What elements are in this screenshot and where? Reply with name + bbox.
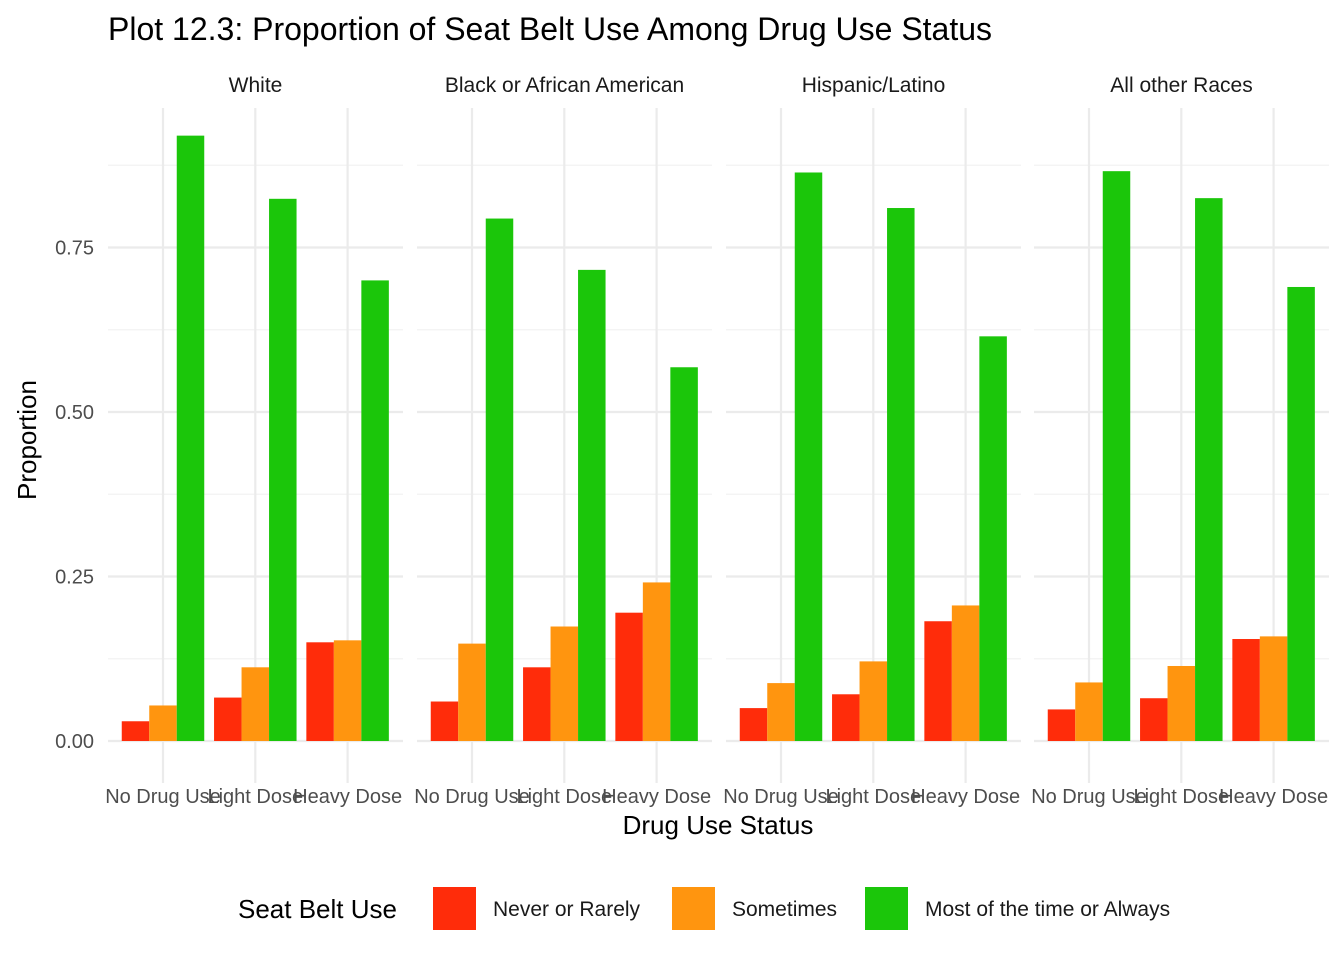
x-axis-title: Drug Use Status bbox=[623, 810, 814, 840]
legend-label: Most of the time or Always bbox=[925, 898, 1170, 921]
x-tick-label: Heavy Dose bbox=[293, 786, 402, 808]
legend-swatch bbox=[433, 887, 476, 930]
chart-title: Plot 12.3: Proportion of Seat Belt Use A… bbox=[108, 11, 992, 47]
bar bbox=[176, 135, 205, 741]
bar bbox=[642, 582, 671, 741]
legend-title: Seat Belt Use bbox=[238, 894, 397, 924]
x-tick-label: Light Dose bbox=[825, 786, 921, 808]
legend-label: Sometimes bbox=[732, 898, 837, 921]
bar bbox=[979, 336, 1007, 741]
bar bbox=[1102, 171, 1131, 741]
legend-items: Never or Rarely Sometimes Most of the time… bbox=[433, 887, 1170, 930]
x-tick-label: Heavy Dose bbox=[911, 786, 1020, 808]
bar bbox=[430, 701, 459, 741]
facet-label: All other Races bbox=[1110, 74, 1252, 97]
y-axis-title: Proportion bbox=[12, 380, 42, 500]
bar bbox=[1287, 286, 1315, 741]
y-tick-label: 0.25 bbox=[55, 567, 94, 589]
bar bbox=[887, 208, 915, 741]
bar bbox=[333, 640, 362, 741]
legend-item: Sometimes bbox=[672, 887, 837, 930]
bar bbox=[859, 661, 888, 741]
x-tick-label: No Drug Use bbox=[1031, 786, 1147, 808]
bar bbox=[794, 172, 823, 741]
legend-item: Never or Rarely bbox=[433, 887, 641, 930]
bar bbox=[306, 642, 334, 741]
facet-label: Hispanic/Latino bbox=[802, 74, 946, 97]
bar bbox=[361, 280, 389, 741]
bar bbox=[951, 605, 980, 741]
x-tick-label: Light Dose bbox=[1133, 786, 1229, 808]
bar bbox=[241, 667, 270, 741]
bar bbox=[1195, 198, 1223, 741]
bar bbox=[121, 721, 150, 741]
y-tick-label: 0.75 bbox=[55, 238, 94, 260]
bar bbox=[485, 218, 514, 742]
bar bbox=[767, 683, 795, 741]
bar bbox=[1259, 636, 1288, 741]
bar bbox=[149, 705, 177, 741]
bar bbox=[924, 621, 952, 741]
bar bbox=[1232, 639, 1260, 741]
facet-label: White bbox=[229, 74, 283, 97]
bar bbox=[458, 643, 486, 741]
x-tick-label: Heavy Dose bbox=[602, 786, 711, 808]
y-tick-label: 0.50 bbox=[55, 402, 94, 424]
x-tick-label: No Drug Use bbox=[414, 786, 530, 808]
x-tick-label: Heavy Dose bbox=[1219, 786, 1328, 808]
legend-label: Never or Rarely bbox=[493, 898, 641, 921]
bar bbox=[269, 198, 297, 742]
bar bbox=[832, 694, 860, 741]
facet-label: Black or African American bbox=[445, 74, 684, 97]
y-axis: 0.00 0.25 0.50 0.75 bbox=[55, 238, 94, 754]
bar bbox=[739, 708, 768, 741]
legend-swatch bbox=[865, 887, 908, 930]
bar bbox=[1075, 682, 1103, 741]
legend: Seat Belt Use Never or Rarely Sometimes Mo… bbox=[238, 887, 1170, 930]
facet-panel: Black or African American No Drug UseLigh… bbox=[414, 74, 712, 808]
x-tick-label: No Drug Use bbox=[723, 786, 839, 808]
bar bbox=[550, 626, 579, 741]
y-tick-label: 0.00 bbox=[55, 731, 94, 753]
legend-swatch bbox=[672, 887, 715, 930]
bar bbox=[523, 667, 551, 741]
bar bbox=[214, 697, 242, 741]
bar bbox=[1167, 665, 1196, 741]
x-tick-label: Light Dose bbox=[207, 786, 303, 808]
bar bbox=[1140, 698, 1168, 741]
x-tick-label: No Drug Use bbox=[105, 786, 221, 808]
bar bbox=[615, 612, 643, 741]
x-tick-label: Light Dose bbox=[516, 786, 612, 808]
bar bbox=[670, 367, 698, 741]
legend-item: Most of the time or Always bbox=[865, 887, 1170, 930]
bar bbox=[1047, 709, 1076, 741]
bar bbox=[578, 269, 606, 741]
